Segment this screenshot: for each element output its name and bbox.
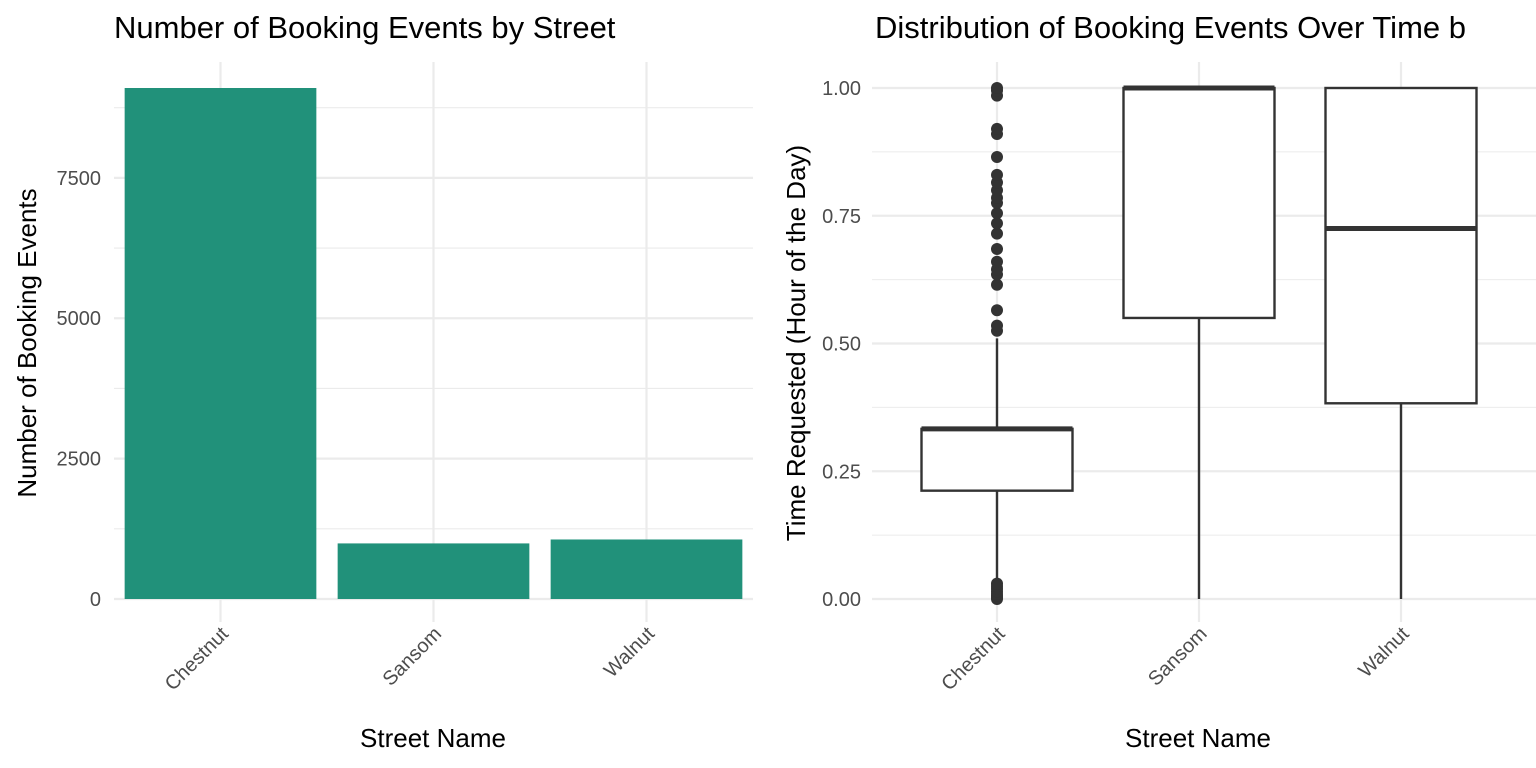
bar-chart-y-tick-label: 0 xyxy=(90,589,101,611)
box-plot-title: Distribution of Booking Events Over Time… xyxy=(875,10,1466,45)
outlier-point xyxy=(991,304,1003,317)
outlier-point xyxy=(991,278,1003,291)
bar-chart-y-axis-title: Number of Booking Events xyxy=(12,188,42,497)
bar-chart-x-tick-label: Chestnut xyxy=(161,623,233,695)
outlier-point xyxy=(991,227,1003,240)
box-plot-y-tick-label: 0.75 xyxy=(822,206,861,228)
bar-chart-y-axis: 0 2500 5000 7500 xyxy=(57,168,102,611)
bar-chart-y-tick-label: 5000 xyxy=(57,308,102,330)
bar-chart-x-tick-label: Sansom xyxy=(379,623,446,690)
bar-chart-panel: Number of Booking Events by Street 0 2500… xyxy=(12,10,753,753)
outlier-point xyxy=(991,122,1003,135)
box-iqr xyxy=(920,427,1074,492)
box-plot-y-tick-label: 0.50 xyxy=(822,334,861,356)
box-plot-boxes xyxy=(920,82,1478,605)
outlier-point xyxy=(991,217,1003,230)
outlier-point xyxy=(991,577,1003,590)
box-plot-x-tick-label: Chestnut xyxy=(937,623,1009,695)
box-plot-x-axis: Chestnut Sansom Walnut xyxy=(937,623,1413,695)
box-chestnut xyxy=(920,82,1074,605)
box-plot-y-axis: 0.00 0.25 0.50 0.75 1.00 xyxy=(822,78,861,611)
box-iqr xyxy=(1324,86,1478,405)
box-walnut xyxy=(1324,86,1478,599)
bar-chart-title: Number of Booking Events by Street xyxy=(114,10,616,45)
outlier-point xyxy=(991,255,1003,268)
bar-chart-y-tick-label: 2500 xyxy=(57,449,102,471)
box-plot-y-tick-label: 0.25 xyxy=(822,461,861,483)
box-plot-panel: Distribution of Booking Events Over Time… xyxy=(781,10,1536,753)
box-plot-x-tick-label: Sansom xyxy=(1144,623,1211,690)
box-plot-x-tick-label: Walnut xyxy=(1354,623,1413,682)
outlier-point xyxy=(991,168,1003,181)
box-iqr xyxy=(1122,86,1276,320)
bar-sansom xyxy=(337,543,530,599)
bar-chestnut xyxy=(124,88,317,599)
box-plot-y-axis-title: Time Requested (Hour of the Day) xyxy=(781,145,811,541)
outlier-point xyxy=(991,82,1003,94)
outlier-point xyxy=(991,242,1003,255)
bar-chart-x-axis-title: Street Name xyxy=(360,723,506,753)
bar-chart-x-axis: Chestnut Sansom Walnut xyxy=(161,623,659,695)
box-sansom xyxy=(1122,85,1276,599)
box-plot-y-tick-label: 1.00 xyxy=(822,78,861,100)
outlier-point xyxy=(991,319,1003,332)
bar-walnut xyxy=(550,539,743,599)
outlier-point xyxy=(991,150,1003,163)
bar-chart-x-tick-label: Walnut xyxy=(600,623,659,682)
bar-chart-bars xyxy=(124,88,743,599)
box-plot-x-axis-title: Street Name xyxy=(1125,723,1271,753)
bar-chart-y-tick-label: 7500 xyxy=(57,168,102,190)
outlier-point xyxy=(991,207,1003,220)
box-plot-y-tick-label: 0.00 xyxy=(822,589,861,611)
